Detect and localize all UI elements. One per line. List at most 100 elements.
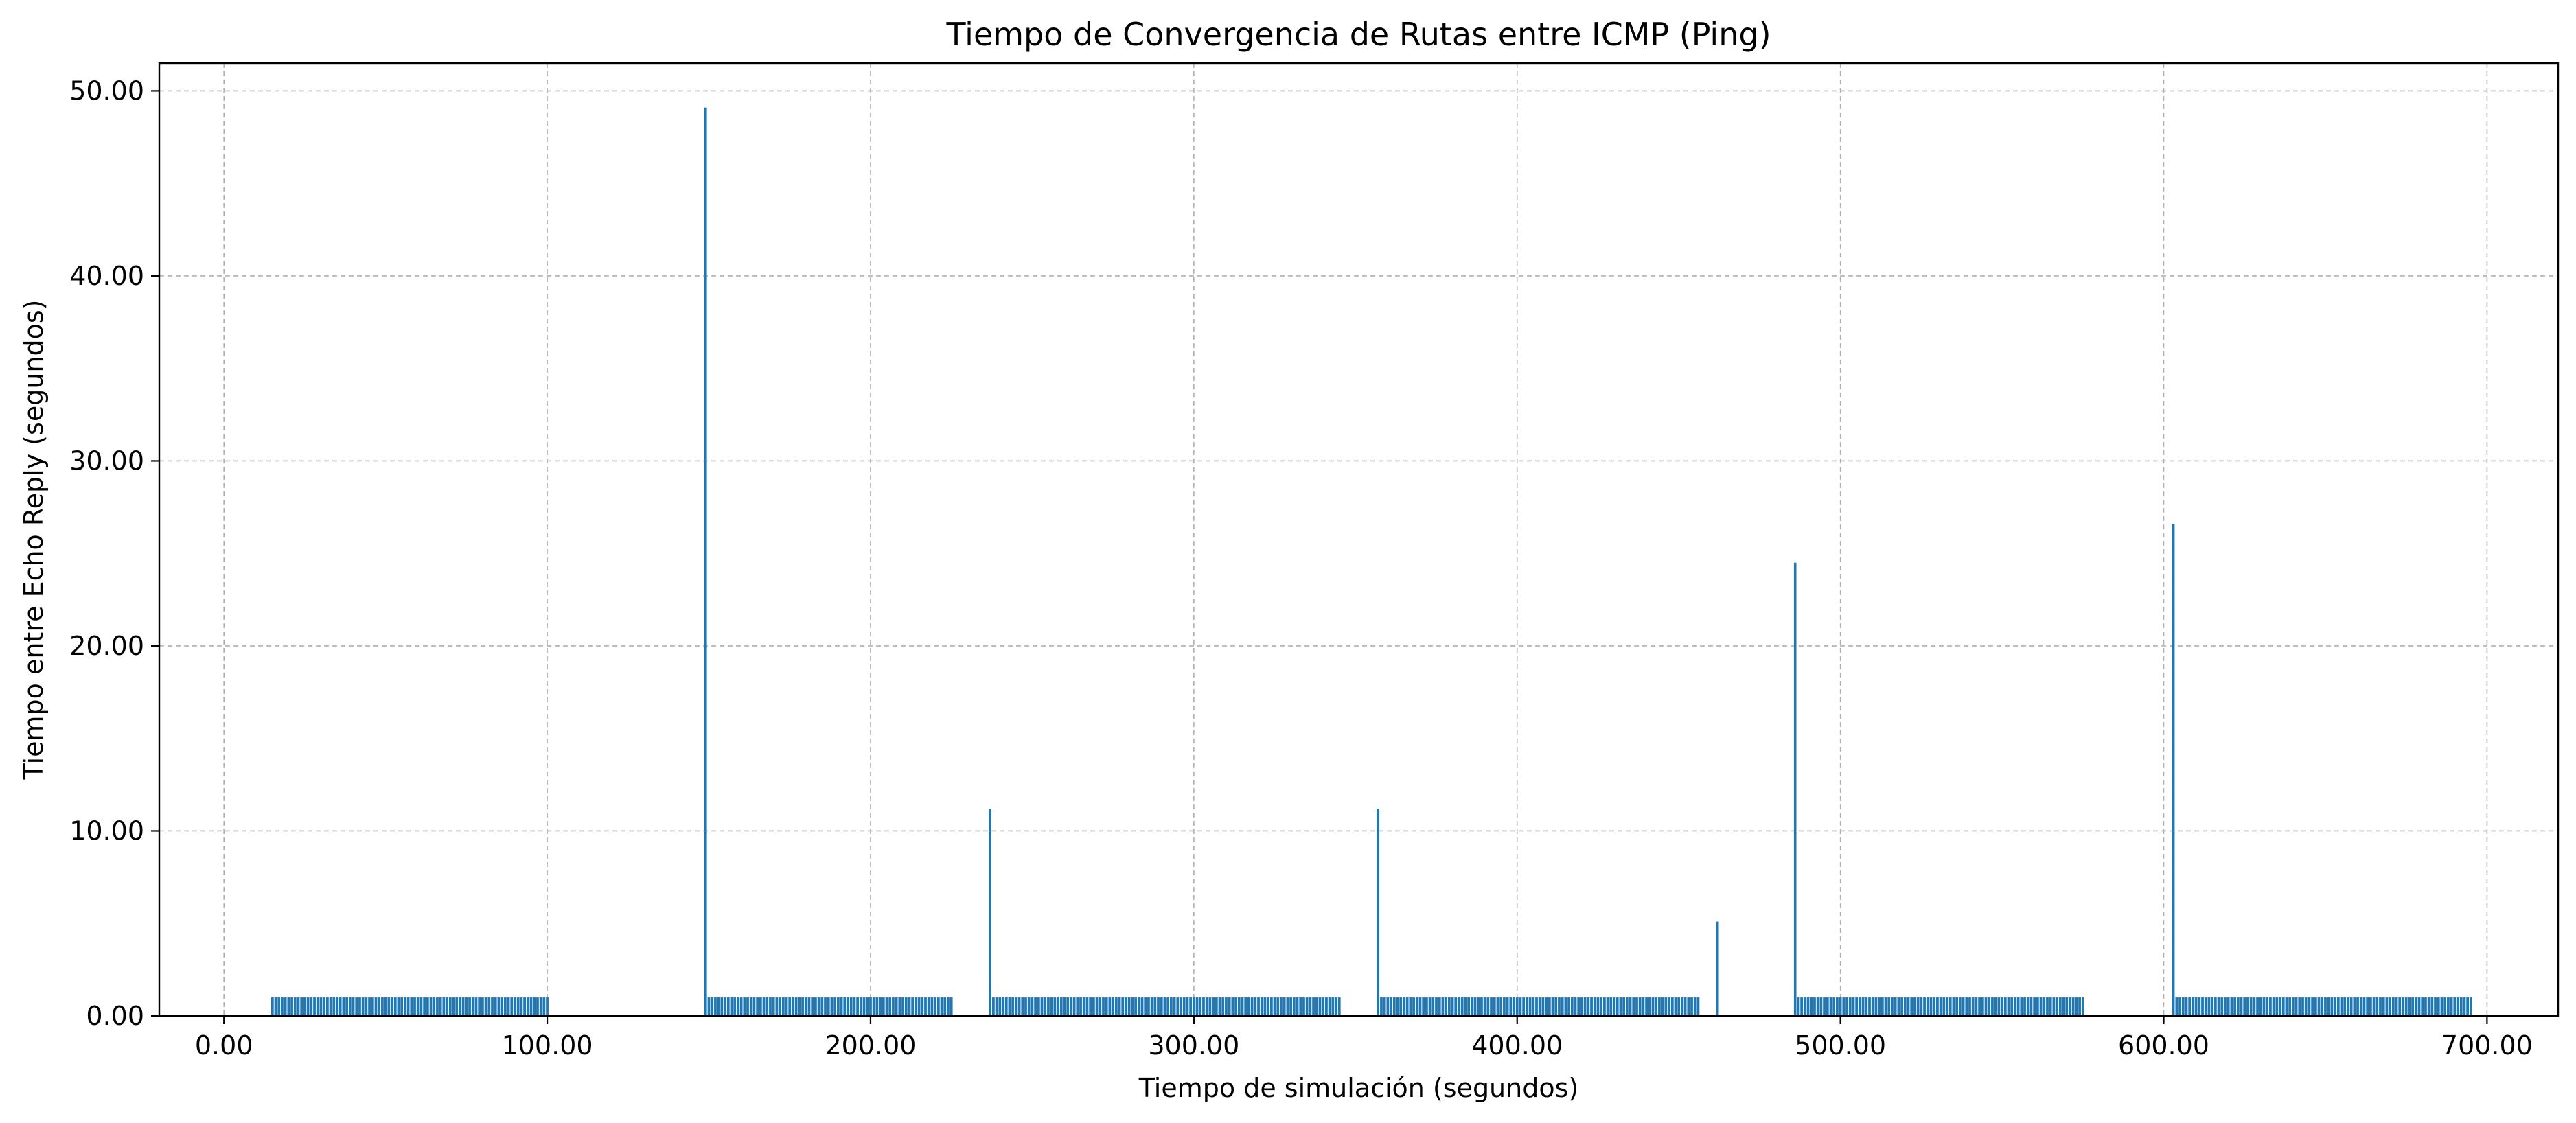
bar [1031, 997, 1034, 1016]
bar [2014, 997, 2016, 1016]
bar [1034, 997, 1037, 1016]
bar [1687, 997, 1690, 1016]
bar [1335, 997, 1337, 1016]
bar [2056, 997, 2059, 1016]
bar [2362, 997, 2366, 1016]
bar [1558, 997, 1561, 1016]
bar [371, 997, 374, 1016]
bar [2434, 997, 2437, 1016]
bar [455, 997, 459, 1016]
bar [2213, 997, 2217, 1016]
bar [503, 997, 507, 1016]
bar [1257, 997, 1260, 1016]
bar [2256, 997, 2259, 1016]
bar [1008, 997, 1011, 1016]
bar [1810, 997, 1813, 1016]
bar [895, 997, 898, 1016]
bar [1638, 997, 1642, 1016]
bar [2469, 997, 2472, 1016]
bar [1059, 997, 1063, 1016]
bar [1425, 997, 1428, 1016]
bar [904, 997, 908, 1016]
bar [2330, 997, 2334, 1016]
bar [1189, 997, 1193, 1016]
bar [1971, 997, 1975, 1016]
bar [2285, 997, 2288, 1016]
bar [406, 997, 410, 1016]
bar [1254, 997, 1257, 1016]
bar [539, 997, 542, 1016]
bar [1180, 997, 1182, 1016]
bar [2437, 997, 2440, 1016]
bar [461, 997, 465, 1016]
bar [2058, 997, 2062, 1016]
bar [1170, 997, 1173, 1016]
bar [739, 997, 743, 1016]
bar [1325, 997, 1328, 1016]
bar [1380, 997, 1383, 1016]
bar [1881, 997, 1884, 1016]
bar [1315, 997, 1318, 1016]
bar [2181, 997, 2185, 1016]
bar [393, 997, 397, 1016]
bar [1037, 997, 1040, 1016]
bars-layer [271, 107, 2472, 1017]
bar [2026, 997, 2029, 1016]
bar [1619, 997, 1622, 1016]
bar [1525, 997, 1528, 1016]
bar [1509, 997, 1513, 1016]
bar [1273, 997, 1276, 1016]
x-tick-label: 200.00 [825, 1030, 916, 1061]
bar [940, 997, 943, 1016]
bar [1845, 997, 1848, 1016]
bar [817, 997, 820, 1016]
bar [2220, 997, 2224, 1016]
bar [1125, 997, 1127, 1016]
bar [1260, 997, 1263, 1016]
bar [2043, 997, 2046, 1016]
bar [1283, 997, 1286, 1016]
bar [325, 997, 329, 1016]
bar [2266, 997, 2269, 1016]
bar [1215, 997, 1218, 1016]
bar [1192, 997, 1195, 1016]
bar [2317, 997, 2321, 1016]
bar [2262, 997, 2266, 1016]
bar [1302, 997, 1305, 1016]
bar [1920, 997, 1923, 1016]
bar [2447, 997, 2450, 1016]
bar [1981, 997, 1984, 1016]
bar [1137, 997, 1140, 1016]
bar [1431, 997, 1435, 1016]
bar [1871, 997, 1874, 1016]
bar [2081, 997, 2084, 1016]
bar [2039, 997, 2043, 1016]
bar [1800, 997, 1804, 1016]
y-tick-label: 50.00 [69, 76, 144, 106]
bar [2049, 997, 2052, 1016]
bar [1445, 997, 1448, 1016]
bar [843, 997, 847, 1016]
bar [336, 997, 338, 1016]
bar [2353, 997, 2356, 1016]
bar [1865, 997, 1868, 1016]
bar [446, 997, 448, 1016]
bar [1622, 997, 1626, 1016]
bar [1532, 997, 1535, 1016]
bar [1535, 997, 1538, 1016]
bar [1522, 997, 1526, 1016]
bar [2389, 997, 2392, 1016]
bar [1939, 997, 1942, 1016]
grid-layer [159, 63, 2558, 1017]
bar [491, 997, 494, 1016]
bar [1926, 997, 1929, 1016]
bar [1613, 997, 1615, 1016]
bar [892, 997, 895, 1016]
bar [862, 997, 866, 1016]
y-tick-label: 30.00 [69, 445, 144, 476]
bar [811, 997, 814, 1016]
bar [1157, 997, 1160, 1016]
bar [872, 997, 875, 1016]
bar [316, 997, 319, 1016]
bar [274, 997, 277, 1016]
